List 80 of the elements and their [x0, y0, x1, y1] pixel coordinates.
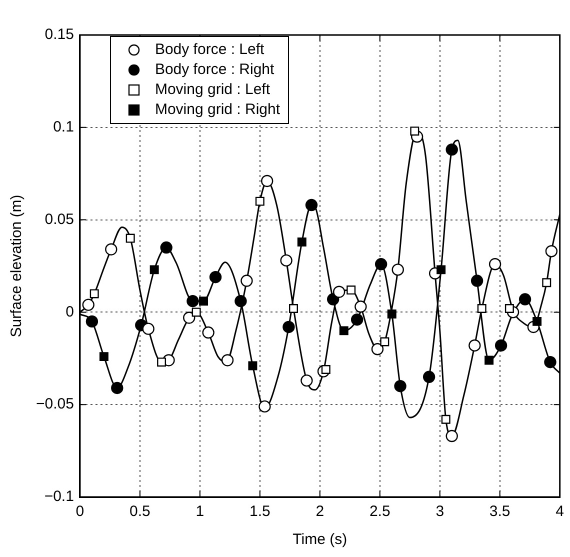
x-tick-label: 3.5 — [489, 503, 510, 520]
point — [234, 295, 247, 308]
point — [248, 361, 258, 370]
point — [494, 339, 508, 352]
point — [410, 126, 420, 136]
point — [544, 356, 556, 368]
point — [280, 254, 292, 267]
x-tick-label: 2 — [316, 503, 324, 520]
point — [209, 270, 222, 284]
point — [332, 286, 346, 298]
point — [446, 430, 458, 442]
point — [99, 352, 108, 362]
legend-label: Moving grid : Left — [154, 80, 270, 100]
x-tick-label: 3 — [436, 503, 444, 520]
point — [545, 245, 558, 258]
point — [321, 365, 330, 374]
point — [202, 326, 214, 339]
point — [477, 304, 486, 313]
x-tick-label: 4 — [556, 503, 564, 520]
point — [150, 265, 159, 274]
point — [255, 196, 264, 206]
point — [346, 286, 356, 295]
point — [380, 337, 390, 346]
point — [350, 313, 364, 326]
point — [289, 304, 298, 313]
point — [186, 295, 199, 308]
point — [394, 380, 406, 392]
x-tick-label: 1.5 — [249, 503, 270, 520]
point — [157, 358, 166, 367]
point — [240, 274, 253, 287]
x-tick-label: 0.5 — [130, 503, 150, 520]
point — [111, 382, 124, 394]
point — [441, 414, 450, 424]
point — [488, 258, 502, 270]
point — [542, 278, 552, 288]
point — [504, 304, 514, 313]
point — [518, 293, 532, 306]
point — [261, 174, 274, 188]
y-tick-label: −0.05 — [36, 396, 74, 413]
y-tick-label: 0 — [66, 303, 74, 320]
point — [532, 316, 542, 326]
point — [90, 289, 99, 298]
point — [422, 370, 436, 383]
point — [86, 315, 98, 328]
y-tick-label: 0.15 — [44, 26, 74, 44]
point — [160, 241, 172, 254]
point — [126, 234, 135, 243]
point — [446, 143, 458, 156]
point — [183, 312, 196, 324]
y-tick-label: 0.05 — [44, 210, 74, 228]
point — [282, 320, 295, 334]
y-tick-label: 0.1 — [53, 118, 74, 136]
point — [374, 258, 388, 270]
point — [142, 322, 154, 335]
point — [297, 237, 306, 246]
point — [371, 343, 384, 356]
point — [339, 326, 348, 336]
point — [300, 374, 313, 387]
point — [484, 356, 494, 365]
point — [470, 274, 484, 287]
point — [221, 354, 234, 366]
point — [199, 296, 208, 306]
x-tick-label: 2.5 — [369, 503, 390, 520]
point — [436, 265, 446, 274]
point — [392, 264, 404, 276]
legend-label: Body force : Left — [154, 40, 264, 60]
point — [305, 198, 318, 212]
x-tick-label: 1 — [196, 503, 204, 520]
point — [354, 300, 367, 313]
point — [468, 339, 481, 352]
point — [82, 298, 94, 311]
point — [192, 308, 201, 317]
point — [105, 243, 118, 256]
y-tick-label: −0.1 — [44, 488, 74, 506]
point — [387, 310, 396, 319]
x-axis-title: Time (s) — [292, 531, 348, 548]
legend-label: Body force : Right — [154, 60, 274, 80]
y-axis-title: Surface elevation (m) — [8, 194, 26, 338]
point — [258, 400, 271, 413]
legend-label: Moving grid : Right — [154, 100, 280, 120]
